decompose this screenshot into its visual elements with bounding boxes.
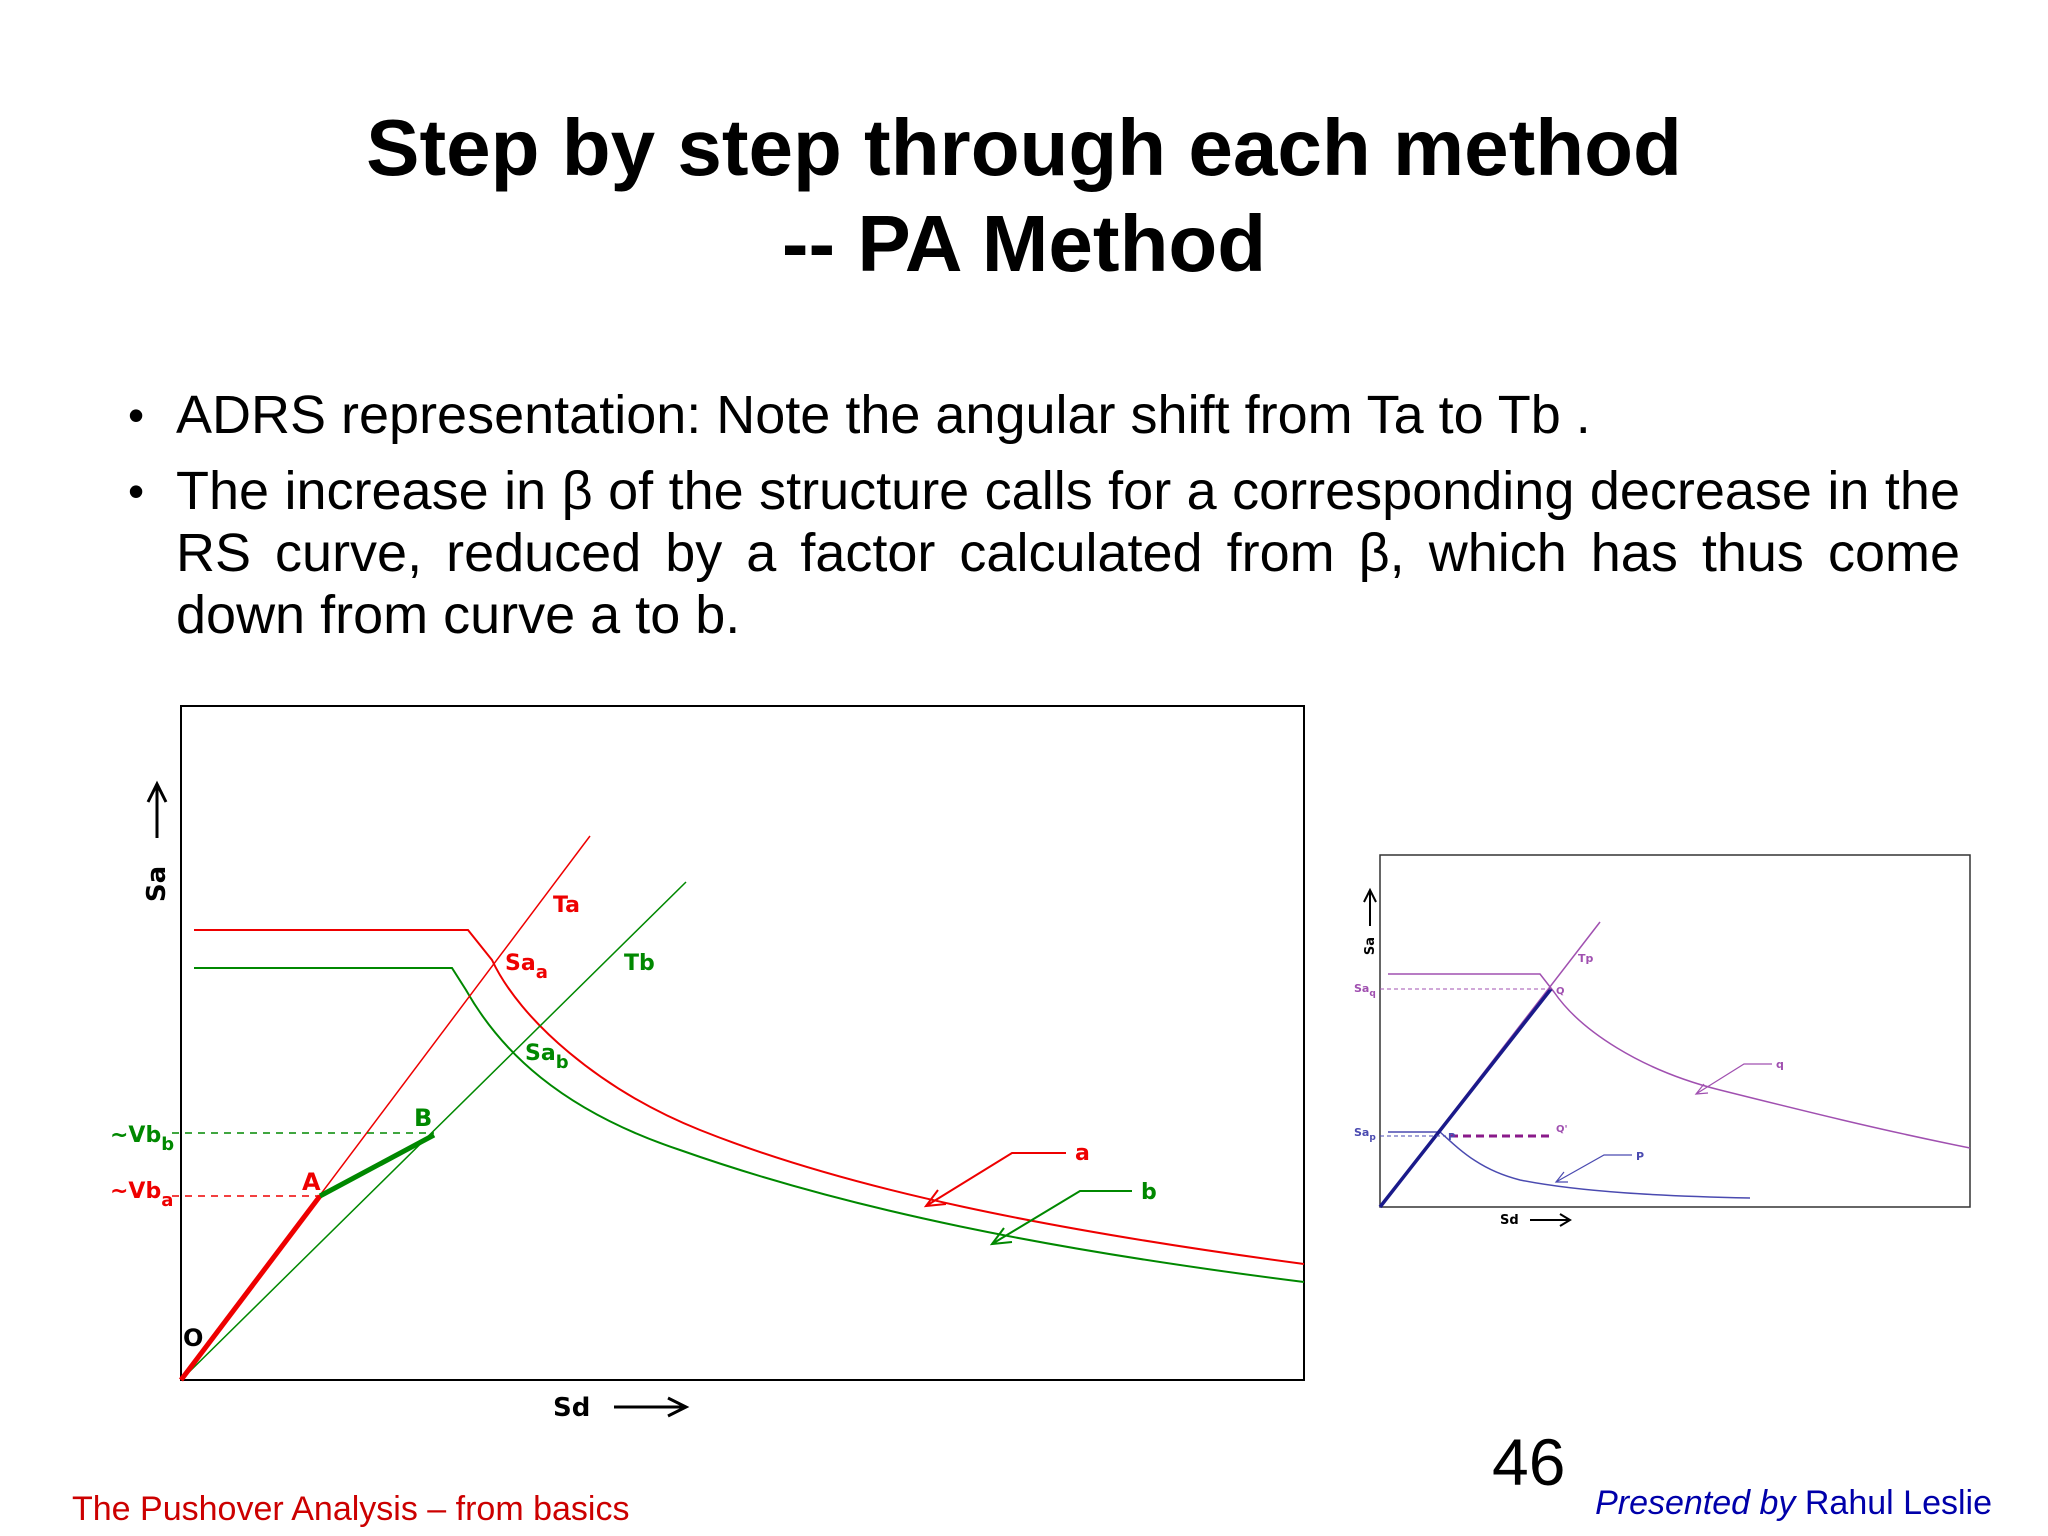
- inset-sd-axis-label: Sd: [1500, 1213, 1519, 1228]
- point-a-label: A: [302, 1168, 321, 1196]
- sa-a-label: Saa: [505, 951, 548, 983]
- vb-b-label: ~Vbb: [110, 1123, 174, 1155]
- inset-sa-q-label: Saq: [1354, 982, 1376, 999]
- bullet-dot-icon: •: [128, 465, 145, 517]
- sa-b-label: Sab: [525, 1041, 569, 1073]
- inset-sa-axis-label: Sa: [1363, 937, 1378, 955]
- sa-axis-label: Sa: [142, 866, 172, 902]
- bullet-text: ADRS representation: Note the angular sh…: [176, 385, 1591, 445]
- response-spectrum-curve-p: [1388, 1131, 1751, 1199]
- main-diagram-frame: [180, 705, 1305, 1381]
- bullet-item: • The increase in β of the structure cal…: [120, 460, 1960, 646]
- sd-axis-label: Sd: [553, 1393, 590, 1423]
- bullet-item: • ADRS representation: Note the angular …: [120, 384, 1960, 446]
- footer-credit: Presented by Rahul Leslie: [1595, 1484, 1992, 1523]
- ta-label: Ta: [553, 893, 580, 918]
- vb-a-label: ~Vba: [110, 1179, 173, 1211]
- curve-q-callout-arrow-icon: [1694, 1063, 1772, 1095]
- sd-axis-arrow-icon: [614, 1396, 690, 1418]
- tb-label: Tb: [624, 951, 655, 976]
- tp-label: Tp: [1578, 952, 1594, 965]
- inset-sa-axis-arrow-icon: [1363, 887, 1377, 926]
- segment-ab: [318, 1132, 436, 1199]
- point-q-label: Q: [1556, 986, 1565, 997]
- response-spectrum-curve-q: [1388, 973, 1971, 1149]
- author-name: Rahul Leslie: [1804, 1484, 1992, 1522]
- curve-b-callout-arrow-icon: [989, 1190, 1132, 1246]
- title-line-2: -- PA Method: [781, 199, 1267, 288]
- point-p-label: P: [1448, 1132, 1455, 1143]
- bullet-text: The increase in β of the structure calls…: [176, 461, 1960, 645]
- curve-p-label: P: [1636, 1150, 1644, 1163]
- point-b-label: B: [414, 1104, 432, 1132]
- period-line-tb: [180, 881, 687, 1381]
- curve-b-label: b: [1141, 1180, 1157, 1205]
- slide-title: Step by step through each method -- PA M…: [0, 100, 2048, 292]
- inset-sa-p-label: Sap: [1354, 1126, 1376, 1143]
- response-spectrum-curve-a: [194, 929, 1305, 1265]
- curve-a-label: a: [1075, 1141, 1090, 1166]
- page-number: 46: [1492, 1425, 1566, 1499]
- segment-oq: [1378, 987, 1553, 1209]
- title-line-1: Step by step through each method: [366, 103, 1682, 192]
- point-q-prime-label: Q': [1556, 1124, 1568, 1135]
- segment-oa: [179, 1194, 322, 1382]
- sa-axis-arrow-icon: [146, 780, 168, 838]
- bullet-list: • ADRS representation: Note the angular …: [120, 384, 1960, 660]
- presented-by-label: Presented by: [1595, 1484, 1796, 1522]
- inset-sd-axis-arrow-icon: [1530, 1213, 1572, 1227]
- response-spectrum-curve-b: [194, 967, 1305, 1283]
- footer-title: The Pushover Analysis – from basics: [72, 1490, 630, 1528]
- bullet-dot-icon: •: [128, 389, 145, 441]
- point-o-label: O: [183, 1324, 203, 1352]
- curve-p-callout-arrow-icon: [1554, 1154, 1632, 1183]
- inset-diagram-frame: [1379, 854, 1971, 1208]
- curve-q-label: q: [1776, 1058, 1784, 1071]
- curve-a-callout-arrow-icon: [923, 1152, 1066, 1208]
